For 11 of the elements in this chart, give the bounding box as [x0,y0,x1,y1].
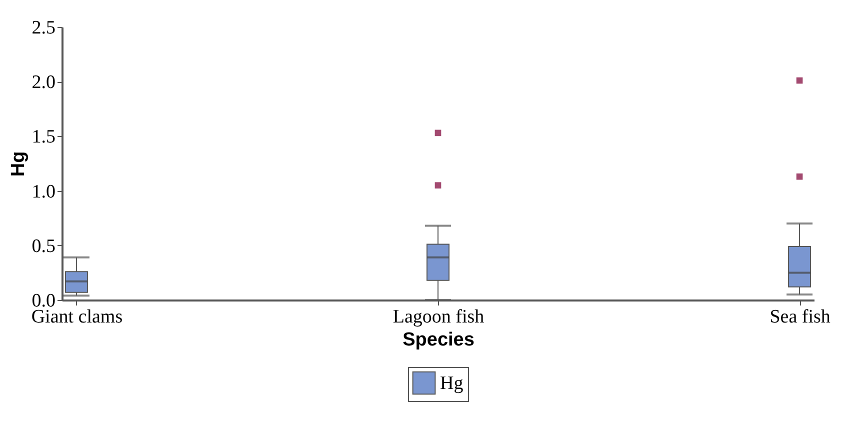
y-tick-label: 1.5 [32,126,56,148]
x-tick-label: Sea fish [770,306,831,328]
legend-label: Hg [440,373,464,394]
y-tick-label: 2.0 [32,72,56,94]
x-axis-title: Species [402,330,474,350]
x-tick-label: Giant clams [31,306,123,328]
x-tick-label: Lagoon fish [392,306,485,328]
y-tick-label: 1.0 [32,181,56,202]
y-axis-title: Hg [8,151,29,177]
y-tick-label: 2.5 [32,18,56,38]
y-tick-label: 0.5 [32,236,56,257]
